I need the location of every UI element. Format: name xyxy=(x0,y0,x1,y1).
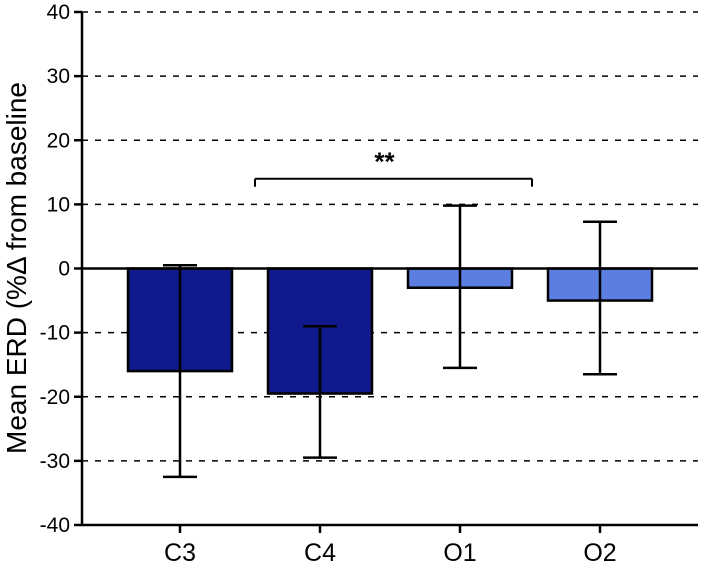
y-tick-label: 10 xyxy=(47,193,70,216)
y-tick-label: -20 xyxy=(40,386,70,409)
x-category-labels: C3 C4 O1 O2 xyxy=(164,525,617,567)
axes xyxy=(80,12,698,527)
bars xyxy=(126,267,654,395)
x-category-label: O2 xyxy=(583,539,616,567)
significance-annotation: ** xyxy=(254,147,533,187)
y-ticks: 40 30 20 10 0 -10 -20 -30 -40 xyxy=(40,1,82,537)
grid-lines xyxy=(82,11,698,462)
y-tick-label: 20 xyxy=(47,129,70,152)
y-tick-label: -30 xyxy=(40,450,70,473)
y-tick-label: 40 xyxy=(47,1,70,24)
y-tick-label: 0 xyxy=(58,258,70,281)
significance-label: ** xyxy=(374,147,395,177)
x-category-label: O1 xyxy=(443,539,476,567)
x-category-label: C4 xyxy=(304,539,336,567)
y-tick-label: 30 xyxy=(47,65,70,88)
y-tick-label: -10 xyxy=(40,322,70,345)
y-tick-label: -40 xyxy=(40,514,70,537)
x-category-label: C3 xyxy=(164,539,196,567)
error-bars xyxy=(163,204,617,479)
y-axis-label: Mean ERD (%Δ from baseline xyxy=(1,82,32,454)
